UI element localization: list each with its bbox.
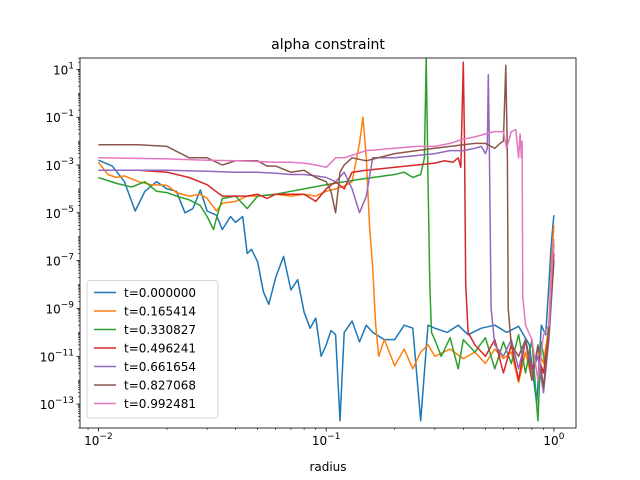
y-tick-label: 10−5: [45, 205, 74, 221]
legend-label: t=0.330827: [124, 323, 196, 337]
legend-label: t=0.992481: [124, 397, 196, 411]
plot-lines: [97, 58, 555, 422]
legend-label: t=0.661654: [124, 360, 196, 374]
x-axis: 10−2 10−1 100: [84, 428, 565, 448]
y-tick-label: 10−3: [45, 157, 74, 173]
series-line-6: [98, 128, 555, 381]
legend: t=0.000000 t=0.165414 t=0.330827 t=0.496241…: [86, 280, 219, 419]
series-line-0: [98, 159, 555, 422]
legend-box: [86, 280, 219, 419]
x-tick-label: 100: [543, 432, 564, 448]
chart-title: alpha constraint: [271, 37, 385, 53]
y-tick-label: 10−11: [40, 348, 74, 364]
y-tick-label: 10−1: [45, 109, 74, 125]
series-line-4: [98, 73, 555, 394]
legend-label: t=0.496241: [124, 342, 196, 356]
plot-frame: [79, 57, 577, 429]
y-axis: 101 10−1 10−3 10−5 10−7 10−9 10−11 10−13: [40, 57, 80, 429]
series-line-3: [98, 61, 555, 381]
x-tick-label: 10−1: [312, 432, 341, 448]
y-tick-label: 101: [53, 61, 74, 77]
legend-label: t=0.827068: [124, 379, 196, 393]
y-tick-label: 10−7: [45, 253, 74, 269]
y-tick-label: 10−13: [40, 396, 74, 412]
x-axis-label: radius: [309, 460, 346, 474]
x-tick-label: 10−2: [84, 432, 113, 448]
legend-label: t=0.165414: [124, 305, 196, 319]
y-tick-label: 10−9: [45, 300, 74, 316]
legend-label: t=0.000000: [124, 286, 196, 300]
series-line-1: [97, 116, 555, 384]
